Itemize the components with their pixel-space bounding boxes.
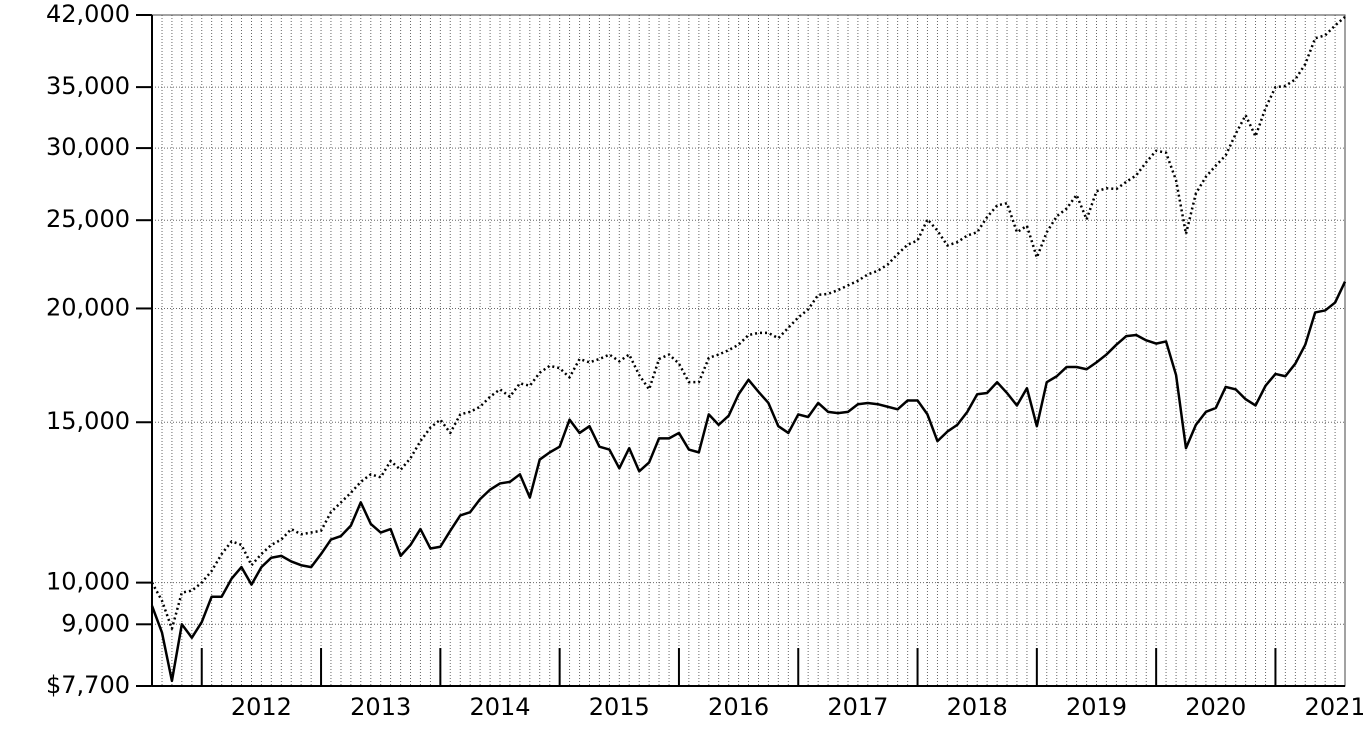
- series-line: [150, 281, 1347, 683]
- y-tick-label: 9,000: [61, 609, 130, 637]
- x-tick-label: 2013: [350, 693, 411, 721]
- x-tick-label: 2017: [827, 693, 888, 721]
- y-tick-label: 10,000: [46, 568, 130, 596]
- x-tick-label: 2014: [469, 693, 530, 721]
- y-tick-label: 30,000: [46, 133, 130, 161]
- series-line: [150, 15, 1346, 630]
- x-tick-label: 2021: [1305, 693, 1363, 721]
- y-tick-label: 15,000: [46, 407, 130, 435]
- x-tick-label: 2018: [947, 693, 1008, 721]
- y-tick-label: 20,000: [46, 293, 130, 321]
- y-tick-label: 42,000: [46, 0, 130, 28]
- y-tick-label: $7,700: [46, 671, 130, 699]
- x-tick-label: 2016: [708, 693, 769, 721]
- y-tick-label: 35,000: [46, 72, 130, 100]
- y-tick-label: 25,000: [46, 205, 130, 233]
- x-tick-label: 2012: [231, 693, 292, 721]
- x-tick-label: 2020: [1185, 693, 1246, 721]
- x-tick-label: 2019: [1066, 693, 1127, 721]
- x-tick-label: 2015: [589, 693, 650, 721]
